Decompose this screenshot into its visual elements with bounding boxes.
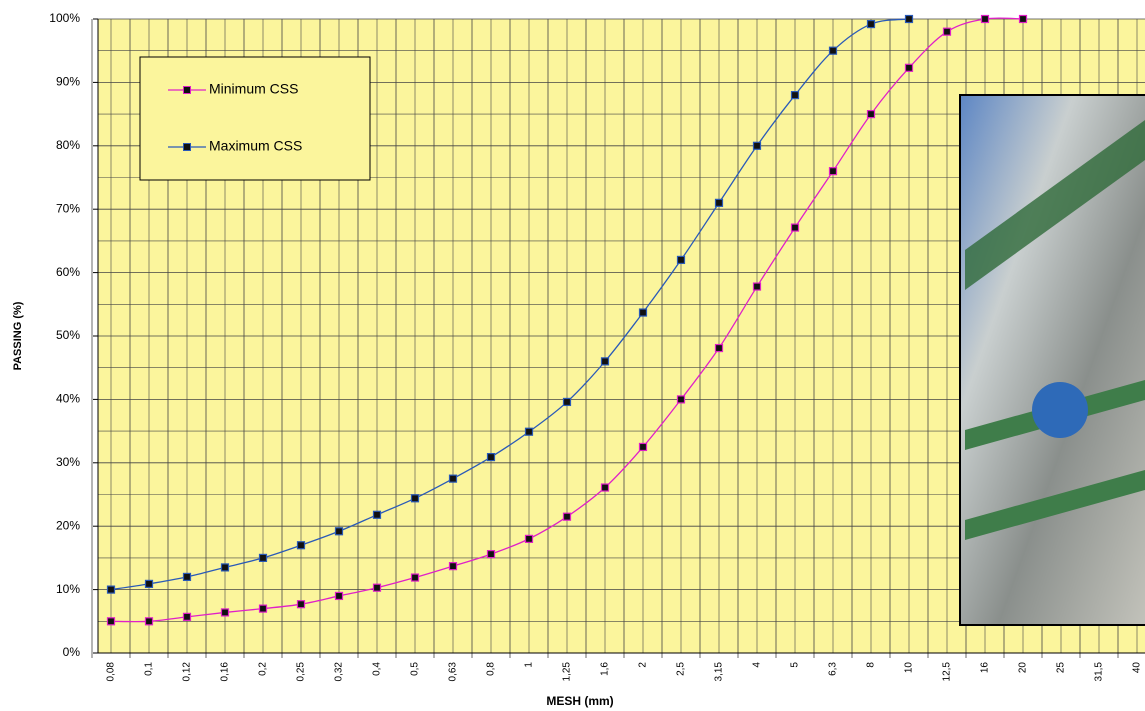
- marker: [904, 14, 914, 24]
- x-tick-label: 1,25: [562, 662, 573, 682]
- marker: [182, 612, 192, 621]
- legend-label: Maximum CSS: [209, 138, 302, 154]
- x-tick-label: 0,32: [334, 662, 345, 682]
- marker: [144, 579, 154, 588]
- x-tick-label: 1,6: [600, 662, 611, 676]
- x-tick-label: 0,63: [448, 662, 459, 682]
- marker: [410, 494, 420, 503]
- marker: [866, 19, 876, 29]
- series-line: [110, 18, 910, 591]
- marker: [106, 617, 116, 626]
- marker: [220, 608, 230, 617]
- marker: [524, 534, 534, 543]
- x-tick-label: 16: [980, 662, 991, 674]
- x-tick-label: 0,08: [106, 662, 117, 682]
- marker: [790, 223, 800, 232]
- x-tick-label: 31,5: [1094, 662, 1105, 682]
- marker: [372, 583, 382, 592]
- marker: [752, 141, 762, 150]
- y-tick-label: 70%: [56, 201, 80, 215]
- x-tick-label: 0,8: [486, 662, 497, 676]
- y-tick-label: 50%: [56, 328, 80, 342]
- marker: [486, 549, 496, 559]
- x-tick-label: 8: [866, 662, 877, 668]
- x-tick-label: 5: [790, 662, 801, 668]
- x-tick-label: 0,12: [182, 662, 193, 682]
- y-tick-label: 100%: [49, 11, 80, 25]
- x-axis-title: MESH (mm): [546, 694, 613, 708]
- marker: [828, 167, 838, 176]
- marker: [220, 563, 230, 572]
- marker: [524, 427, 534, 436]
- marker: [600, 483, 610, 492]
- marker: [448, 474, 458, 483]
- y-tick-label: 20%: [56, 518, 80, 532]
- marker: [904, 63, 914, 72]
- legend-marker: [183, 86, 191, 94]
- marker: [410, 573, 420, 582]
- y-tick-label: 80%: [56, 138, 80, 152]
- y-tick-label: 0%: [63, 645, 81, 659]
- marker: [258, 553, 268, 563]
- marker: [942, 27, 952, 36]
- legend-label: Minimum CSS: [209, 81, 298, 97]
- marker: [714, 198, 724, 207]
- y-tick-label: 30%: [56, 455, 80, 469]
- x-tick-label: 0,4: [372, 662, 383, 676]
- marker: [638, 442, 648, 452]
- marker: [448, 562, 458, 571]
- x-tick-label: 1: [524, 662, 535, 668]
- marker: [866, 109, 876, 119]
- y-tick-label: 90%: [56, 75, 80, 89]
- marker: [486, 452, 496, 462]
- x-tick-label: 2: [638, 662, 649, 668]
- marker: [790, 90, 800, 100]
- marker: [676, 255, 686, 265]
- marker: [752, 282, 762, 291]
- marker: [828, 46, 838, 55]
- marker: [106, 585, 116, 594]
- y-axis-title: PASSING (%): [12, 301, 24, 370]
- y-tick-label: 40%: [56, 392, 80, 406]
- x-tick-label: 10: [904, 662, 915, 674]
- x-tick-label: 0,5: [410, 662, 421, 676]
- marker: [372, 510, 382, 519]
- marker: [258, 604, 268, 613]
- x-tick-label: 40: [1132, 662, 1143, 674]
- x-tick-label: 4: [752, 662, 763, 668]
- marker: [600, 357, 610, 366]
- x-tick-label: 0,1: [144, 662, 155, 676]
- marker: [144, 617, 154, 626]
- x-tick-label: 12,5: [942, 662, 953, 682]
- x-tick-label: 25: [1056, 662, 1067, 674]
- x-tick-label: 20: [1018, 662, 1029, 674]
- marker: [638, 308, 648, 317]
- y-tick-label: 10%: [56, 582, 80, 596]
- legend: [139, 56, 371, 181]
- marker: [334, 527, 344, 536]
- x-tick-label: 6,3: [828, 662, 839, 676]
- marker: [676, 395, 686, 404]
- marker: [562, 397, 572, 407]
- marker: [1018, 14, 1028, 24]
- marker: [562, 512, 572, 521]
- marker: [296, 541, 306, 550]
- marker: [296, 600, 306, 609]
- marker: [980, 14, 990, 24]
- marker: [334, 591, 344, 601]
- x-tick-label: 3,15: [714, 662, 725, 682]
- x-tick-label: 2,5: [676, 662, 687, 676]
- marker: [714, 343, 724, 353]
- legend-marker: [183, 143, 191, 151]
- x-tick-label: 0,16: [220, 662, 231, 682]
- y-tick-label: 60%: [56, 265, 80, 279]
- marker: [182, 572, 192, 582]
- x-tick-label: 0,25: [296, 662, 307, 682]
- photo: [959, 94, 1145, 626]
- x-tick-label: 0,2: [258, 662, 269, 676]
